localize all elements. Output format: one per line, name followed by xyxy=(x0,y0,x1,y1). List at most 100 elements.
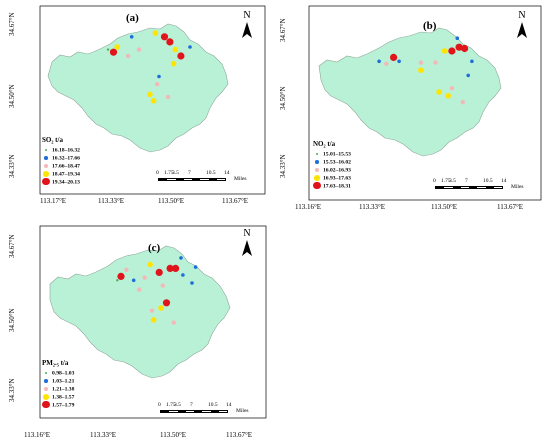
marker-layer xyxy=(377,36,474,105)
station-marker-class-4 xyxy=(436,89,442,95)
legend-label: 16.93–17.63 xyxy=(323,175,351,182)
scale-tick: 1.75 xyxy=(166,402,176,408)
station-marker-class-2 xyxy=(455,36,460,40)
north-arrow-icon xyxy=(242,22,252,38)
station-marker-class-5 xyxy=(461,44,469,53)
legend-item: 16.02–16.93 xyxy=(311,166,351,174)
station-marker-class-2 xyxy=(193,265,198,269)
station-marker-class-4 xyxy=(150,317,157,323)
legend-item: 18.47–19.34 xyxy=(40,170,80,178)
station-marker-class-1 xyxy=(116,279,119,282)
legend-item: 1.38–1.57 xyxy=(40,393,74,401)
legend-label: 16.18–16.32 xyxy=(52,147,80,154)
legend-item: 16.32–17.66 xyxy=(40,154,80,162)
scale-tick: 0 xyxy=(156,170,159,176)
legend-label: 19.34–20.13 xyxy=(52,179,80,186)
legend-label: 0.98–1.03 xyxy=(52,370,75,377)
station-marker-class-3 xyxy=(460,100,465,105)
scale-tick: 14 xyxy=(501,178,507,184)
panel-label: (b) xyxy=(423,20,437,32)
scale-tick: 14 xyxy=(224,170,230,176)
scale-tick: 7 xyxy=(190,402,193,408)
legend-label: 1.38–1.57 xyxy=(52,394,75,401)
scale-tick: 0 xyxy=(158,402,161,408)
y-tick: 34.67°N xyxy=(279,18,287,42)
station-marker-class-2 xyxy=(397,59,401,64)
legend-symbol xyxy=(311,150,323,158)
legend-item: 1.03–1.21 xyxy=(40,377,74,385)
legend-item: 1.57–1.79 xyxy=(40,401,74,409)
station-marker-class-5 xyxy=(109,48,118,56)
x-tick: 113.50°E xyxy=(160,431,187,439)
legend-item: 15.01–15.53 xyxy=(311,150,351,158)
station-marker-class-5 xyxy=(172,264,180,272)
scale-tick: 7 xyxy=(188,170,191,176)
north-label: N xyxy=(518,10,526,21)
scale-unit: Miles xyxy=(236,408,249,414)
map-panel-b: (b) N 34.67°N 34.50°N 34.33°N 113.16°E 1… xyxy=(275,0,550,220)
legend-symbol xyxy=(40,377,52,385)
scale-tick: 7 xyxy=(465,178,468,184)
station-marker-class-4 xyxy=(114,44,120,50)
y-tick: 34.50°N xyxy=(279,86,287,110)
station-marker-class-4 xyxy=(172,46,179,53)
legend-symbol xyxy=(40,146,52,154)
marker-layer xyxy=(116,256,198,325)
station-marker-class-4 xyxy=(441,48,448,54)
station-marker-class-5 xyxy=(455,43,463,51)
x-tick: 113.17°E xyxy=(40,197,67,205)
legend-item: 19.34–20.13 xyxy=(40,178,80,186)
legend-item: 0.98–1.03 xyxy=(40,369,74,377)
x-tick: 113.33°E xyxy=(98,197,125,205)
station-marker-class-5 xyxy=(162,299,171,307)
station-marker-class-4 xyxy=(150,98,157,104)
north-arrow-icon xyxy=(517,22,527,38)
map-panel-c: (c) N 34.67°N 34.50°N 34.33°N 113.16°E 1… xyxy=(0,222,275,446)
station-marker-class-2 xyxy=(190,281,194,285)
station-marker-class-2 xyxy=(470,59,474,64)
scale-tick: 1.75 xyxy=(164,170,174,176)
station-marker-class-5 xyxy=(155,268,163,276)
station-marker-class-3 xyxy=(433,60,438,65)
station-marker-class-3 xyxy=(449,86,455,91)
station-marker-class-4 xyxy=(147,91,153,98)
x-tick: 113.67°E xyxy=(226,431,253,439)
station-marker-class-4 xyxy=(445,93,451,99)
station-marker-class-3 xyxy=(418,60,424,65)
scale-tick: 3.5 xyxy=(449,178,456,184)
station-marker-class-5 xyxy=(448,47,456,55)
y-tick: 34.50°N xyxy=(8,84,16,108)
legend-label: 16.32–17.66 xyxy=(52,155,80,162)
scale-unit: Miles xyxy=(234,176,247,182)
station-marker-class-2 xyxy=(179,256,183,260)
legend-title: NO₂ t/a xyxy=(313,140,336,148)
scale-tick: 10.5 xyxy=(483,178,493,184)
x-tick: 113.67°E xyxy=(222,197,249,205)
north-arrow-icon xyxy=(242,240,252,256)
y-tick: 34.67°N xyxy=(8,12,16,36)
legend-item: 16.18–16.32 xyxy=(40,146,80,154)
legend-symbol xyxy=(311,174,323,182)
x-tick: 113.16°E xyxy=(295,203,322,211)
scale-tick: 1.75 xyxy=(441,178,451,184)
region-shape xyxy=(49,245,231,379)
station-marker-class-4 xyxy=(418,67,424,73)
legend-symbol xyxy=(40,369,52,377)
station-marker-class-3 xyxy=(136,47,142,52)
legend-symbol xyxy=(40,385,52,393)
scale-tick: 3.5 xyxy=(174,402,181,408)
station-marker-class-3 xyxy=(155,82,160,87)
station-marker-class-2 xyxy=(181,273,185,277)
station-marker-class-3 xyxy=(160,283,165,288)
station-marker-class-2 xyxy=(129,35,134,39)
scale-tick: 10.5 xyxy=(208,402,218,408)
north-label: N xyxy=(243,228,251,239)
legend-symbol xyxy=(40,178,52,186)
station-marker-class-1 xyxy=(106,48,110,51)
scale-tick: 14 xyxy=(226,402,232,408)
legend-symbol xyxy=(40,401,52,409)
station-marker-class-4 xyxy=(170,60,177,67)
map-panel-a: (a) N 34.67°N 34.50°N 34.33°N 113.17°E 1… xyxy=(0,0,275,220)
station-marker-class-2 xyxy=(188,45,192,49)
legend-symbol xyxy=(311,158,323,166)
